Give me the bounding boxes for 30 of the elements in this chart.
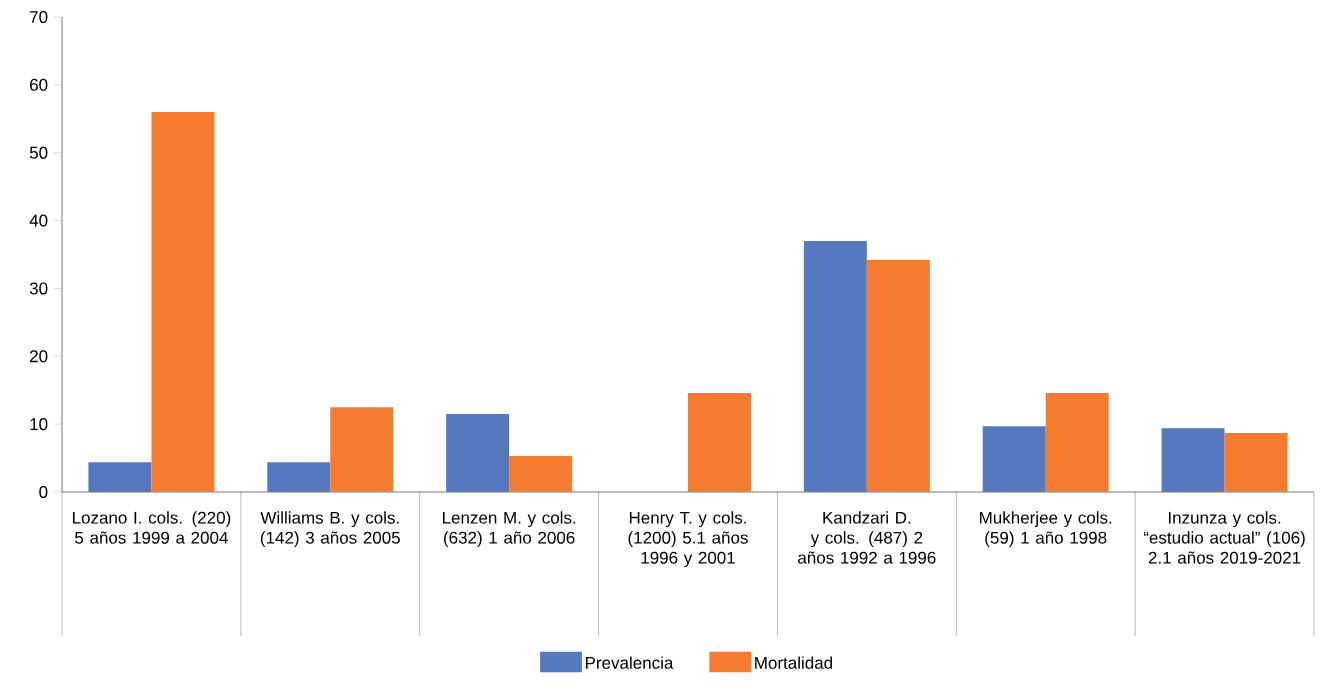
y-tick-label: 60 — [30, 78, 48, 91]
legend-label: Mortalidad — [755, 656, 833, 669]
x-tick-label: Lenzen M. y cols. (632) 1 año 2006 — [442, 511, 576, 548]
bar — [330, 407, 394, 492]
x-tick-label: Mukherjee y cols. (59) 1 año 1998 — [980, 511, 1112, 548]
y-tick-label: 50 — [29, 146, 48, 159]
legend-label: Prevalencia — [585, 656, 674, 669]
bar — [446, 413, 510, 492]
x-tick-label: Williams B. y cols. (142) 3 años 2005 — [260, 511, 400, 548]
bar — [1224, 432, 1288, 492]
bar — [88, 462, 152, 492]
bar — [866, 259, 930, 492]
x-tick-label: Kandzari D. y cols. (487) 2 años 1992 a 1996 — [798, 511, 936, 564]
x-tick-label: Lozano I. cols. (220) 5 años 1999 a 2004 — [72, 511, 231, 544]
bar — [688, 392, 751, 492]
bar — [1161, 428, 1225, 492]
bar — [267, 462, 331, 492]
y-tick-label: 0 — [39, 485, 48, 499]
y-tick-label: 20 — [30, 350, 48, 363]
bar — [151, 111, 215, 492]
y-tick-label: 10 — [30, 418, 48, 431]
bar — [982, 426, 1046, 492]
x-tick-label: Henry T. y cols. (1200) 5.1 años 1996 y 2001 — [628, 511, 748, 568]
y-tick-label: 70 — [30, 10, 48, 24]
bar — [1045, 392, 1109, 492]
bar — [803, 240, 867, 492]
x-tick-label: Inzunza y cols. “estudio actual” (106) 2.1 años 2019-2021 — [1143, 511, 1305, 564]
bar — [509, 456, 573, 492]
y-tick-label: 30 — [29, 282, 48, 295]
y-tick-label: 40 — [29, 214, 48, 227]
